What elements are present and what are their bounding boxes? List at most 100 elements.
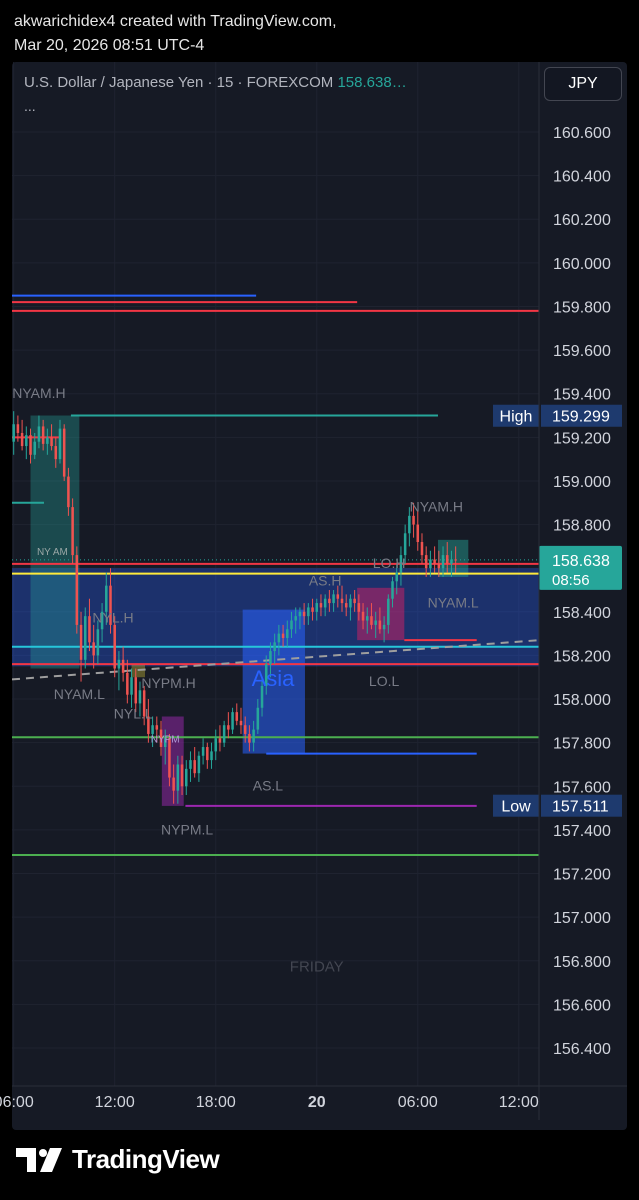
candle[interactable] bbox=[67, 467, 70, 516]
candle[interactable] bbox=[260, 677, 264, 717]
candle[interactable] bbox=[269, 642, 272, 678]
candle[interactable] bbox=[408, 507, 411, 547]
candle[interactable] bbox=[433, 546, 436, 573]
candle[interactable] bbox=[206, 742, 209, 769]
trend-line[interactable] bbox=[12, 639, 539, 681]
candle[interactable] bbox=[429, 550, 432, 577]
candle[interactable] bbox=[277, 624, 281, 656]
candle[interactable] bbox=[180, 755, 184, 796]
candle[interactable] bbox=[281, 624, 285, 647]
candle[interactable] bbox=[370, 603, 373, 630]
candle[interactable] bbox=[142, 685, 146, 726]
candle[interactable] bbox=[37, 415, 41, 449]
candle[interactable] bbox=[311, 598, 314, 621]
candle[interactable] bbox=[450, 550, 453, 577]
candle[interactable] bbox=[454, 546, 457, 573]
candle[interactable] bbox=[231, 707, 234, 734]
candle[interactable] bbox=[83, 607, 87, 669]
candle[interactable] bbox=[332, 590, 335, 612]
candle[interactable] bbox=[185, 760, 188, 796]
candle[interactable] bbox=[96, 620, 100, 665]
candle[interactable] bbox=[105, 572, 108, 625]
candle[interactable] bbox=[168, 733, 171, 787]
candle[interactable] bbox=[227, 712, 230, 739]
candle[interactable] bbox=[445, 542, 449, 573]
candle[interactable] bbox=[344, 594, 348, 617]
candle[interactable] bbox=[126, 659, 129, 704]
candle[interactable] bbox=[134, 668, 138, 713]
candle[interactable] bbox=[307, 603, 310, 625]
candle[interactable] bbox=[75, 546, 79, 634]
candle[interactable] bbox=[328, 590, 331, 612]
candle[interactable] bbox=[378, 607, 382, 634]
candle[interactable] bbox=[264, 655, 268, 695]
candle[interactable] bbox=[46, 428, 49, 455]
candle[interactable] bbox=[58, 419, 62, 464]
candle[interactable] bbox=[243, 716, 247, 743]
candle[interactable] bbox=[214, 729, 217, 761]
candle[interactable] bbox=[353, 590, 356, 612]
symbol-legend[interactable]: U.S. Dollar / Japanese Yen · 15 · FOREXC… bbox=[24, 74, 407, 91]
candle[interactable] bbox=[420, 533, 424, 564]
candle[interactable] bbox=[399, 546, 403, 586]
candle[interactable] bbox=[349, 594, 352, 621]
candle[interactable] bbox=[361, 603, 365, 630]
candle[interactable] bbox=[437, 550, 441, 577]
candle[interactable] bbox=[88, 598, 91, 652]
candle[interactable] bbox=[403, 524, 407, 564]
candle[interactable] bbox=[193, 747, 196, 778]
candle[interactable] bbox=[41, 419, 45, 451]
candle[interactable] bbox=[113, 616, 116, 678]
candle[interactable] bbox=[286, 620, 289, 647]
candle[interactable] bbox=[315, 598, 319, 621]
candle[interactable] bbox=[319, 594, 323, 617]
candle[interactable] bbox=[391, 576, 394, 608]
candle[interactable] bbox=[218, 725, 222, 752]
candle[interactable] bbox=[210, 742, 213, 769]
candle[interactable] bbox=[235, 703, 239, 726]
candle[interactable] bbox=[412, 502, 415, 538]
candle[interactable] bbox=[25, 426, 28, 460]
candle[interactable] bbox=[365, 607, 369, 634]
candle[interactable] bbox=[273, 633, 276, 665]
candle[interactable] bbox=[197, 751, 201, 782]
candle[interactable] bbox=[189, 751, 192, 782]
candle[interactable] bbox=[201, 738, 205, 765]
candle[interactable] bbox=[302, 603, 306, 625]
candle[interactable] bbox=[29, 428, 32, 464]
candle[interactable] bbox=[294, 607, 297, 634]
candle[interactable] bbox=[357, 594, 361, 621]
candle[interactable] bbox=[62, 424, 66, 481]
candle[interactable] bbox=[71, 498, 74, 564]
candle[interactable] bbox=[117, 651, 121, 691]
candle[interactable] bbox=[336, 585, 340, 608]
candle[interactable] bbox=[374, 611, 377, 638]
candle[interactable] bbox=[20, 419, 24, 451]
candle[interactable] bbox=[100, 603, 104, 643]
candle[interactable] bbox=[222, 720, 226, 748]
candle[interactable] bbox=[441, 546, 445, 577]
candle[interactable] bbox=[121, 646, 125, 682]
candle[interactable] bbox=[395, 563, 398, 595]
candle[interactable] bbox=[298, 607, 302, 630]
candle[interactable] bbox=[256, 699, 260, 734]
last-price-badge[interactable]: 158.638 08:56 bbox=[539, 545, 622, 590]
candle[interactable] bbox=[33, 432, 36, 460]
candle[interactable] bbox=[16, 415, 20, 442]
legend-more-indicator[interactable]: ... bbox=[24, 98, 36, 114]
price-badge-high[interactable]: High 159.299 bbox=[493, 404, 622, 427]
candle[interactable] bbox=[92, 624, 95, 669]
candle[interactable] bbox=[290, 611, 293, 638]
candle[interactable] bbox=[159, 720, 163, 756]
candle[interactable] bbox=[79, 611, 83, 682]
candle[interactable] bbox=[323, 594, 327, 617]
candle[interactable] bbox=[50, 424, 53, 451]
candle[interactable] bbox=[424, 546, 428, 577]
currency-button[interactable]: JPY bbox=[544, 67, 622, 101]
candle[interactable] bbox=[382, 616, 386, 643]
candle[interactable] bbox=[138, 681, 142, 717]
candle[interactable] bbox=[130, 668, 133, 708]
plot-area[interactable]: NYAM.H NY AM NYL.H NYAM.L NYPM.H NYL.L NYPM Asi… bbox=[12, 62, 539, 1086]
candle[interactable] bbox=[416, 511, 420, 551]
